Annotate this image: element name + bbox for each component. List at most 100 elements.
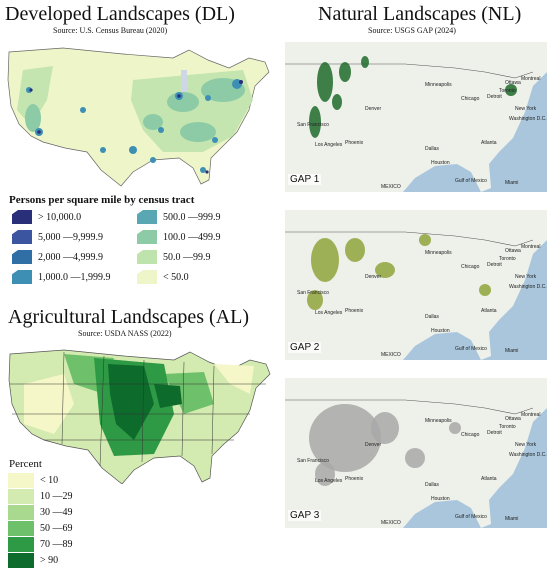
al-legend-label: > 90 [40, 554, 59, 566]
dl-swatch [137, 270, 157, 284]
nl-city-label: MEXICO [381, 352, 401, 358]
nl-city-label: Miami [505, 348, 519, 354]
al-legend-label: 10 —29 [40, 490, 73, 502]
al-legend-item: 50 —69 [8, 520, 73, 536]
nl-map-panel: Ottawa Montreal Minneapolis Chicago Detroit T… [285, 42, 547, 192]
nl-city-label: Ottawa [505, 80, 521, 86]
dl-swatch [12, 230, 32, 244]
nl-city-label: Montreal [521, 76, 541, 82]
dl-lake-michigan [181, 70, 187, 92]
nl-city-label: Atlanta [481, 476, 497, 482]
nl-protected-area [371, 412, 399, 444]
nl-map-svg [285, 42, 547, 192]
nl-city-label: Minneapolis [425, 82, 452, 88]
dl-legend-label: 500.0 —999.9 [163, 211, 221, 223]
al-swatch [8, 488, 34, 504]
nl-city-label: Phoenix [345, 476, 364, 482]
dl-legend-item: 2,000 —4,999.9 [12, 250, 127, 264]
nl-gap-label: GAP 3 [288, 510, 322, 521]
nl-city-label: New York [515, 106, 537, 112]
al-swatch [8, 536, 34, 552]
al-swatch [8, 520, 34, 536]
nl-city-label: Detroit [487, 430, 502, 436]
nl-city-label: Phoenix [345, 140, 364, 146]
al-title: Agricultural Landscapes (AL) [8, 306, 250, 328]
al-swatch [8, 504, 34, 520]
al-legend-title: Percent [9, 458, 42, 470]
nl-city-label: Atlanta [481, 140, 497, 146]
nl-protected-area [505, 84, 517, 96]
nl-city-label: Gulf of Mexico [455, 178, 487, 184]
nl-city-label: Montreal [521, 412, 541, 418]
dl-legend: > 10,000.0 500.0 —999.9 5,000 —9,999.9 1… [12, 210, 272, 284]
al-low-areas [24, 364, 254, 434]
nl-city-label: Montreal [521, 244, 541, 250]
dl-legend-item: 500.0 —999.9 [137, 210, 267, 224]
dl-legend-item: 100.0 —499.9 [137, 230, 267, 244]
nl-city-label: Detroit [487, 262, 502, 268]
nl-city-label: Minneapolis [425, 250, 452, 256]
nl-city-label: Gulf of Mexico [455, 346, 487, 352]
nl-city-label: Houston [431, 160, 450, 166]
nl-city-label: Washington D.C. [509, 116, 547, 122]
dl-legend-label: 50.0 —99.9 [163, 251, 211, 263]
dl-legend-item: < 50.0 [137, 270, 267, 284]
nl-city-label: San Francisco [297, 122, 329, 128]
nl-city-label: Miami [505, 516, 519, 522]
nl-city-label: Ottawa [505, 248, 521, 254]
dl-swatch [137, 210, 157, 224]
dl-legend-label: 5,000 —9,999.9 [38, 231, 103, 243]
dl-legend-item: 1,000.0 —1,999.9 [12, 270, 127, 284]
nl-gap-label: GAP 2 [288, 342, 322, 353]
dl-title: Developed Landscapes (DL) [5, 3, 235, 25]
al-legend-label: 50 —69 [40, 522, 73, 534]
nl-protected-area [449, 422, 461, 434]
al-map-svg [8, 349, 271, 484]
al-map [4, 344, 274, 484]
nl-protected-area [361, 56, 369, 68]
nl-protected-area [309, 106, 321, 138]
nl-border-line [285, 63, 534, 79]
nl-protected-area [419, 234, 431, 246]
nl-protected-area [479, 284, 491, 296]
dl-legend-item: 5,000 —9,999.9 [12, 230, 127, 244]
al-legend: < 10 10 —29 30 —49 50 —69 70 —89 > 90 [8, 472, 73, 568]
nl-border-line [285, 231, 534, 247]
dl-swatch [12, 250, 32, 264]
nl-protected-area [317, 62, 333, 102]
nl-city-label: Los Angeles [315, 142, 343, 148]
nl-city-label: Denver [365, 442, 382, 448]
al-swatch [8, 472, 34, 488]
dl-swatch [12, 210, 32, 224]
al-legend-label: < 10 [40, 474, 59, 486]
nl-city-label: Chicago [461, 96, 480, 102]
al-legend-item: 70 —89 [8, 536, 73, 552]
dl-swatch [137, 250, 157, 264]
nl-city-label: Minneapolis [425, 418, 452, 424]
nl-city-label: Dallas [425, 146, 439, 152]
dl-legend-label: 1,000.0 —1,999.9 [38, 271, 111, 283]
nl-city-label: Washington D.C. [509, 452, 547, 458]
dl-legend-item: 50.0 —99.9 [137, 250, 267, 264]
al-legend-item: > 90 [8, 552, 73, 568]
nl-protected-area [315, 462, 335, 486]
dl-legend-item: > 10,000.0 [12, 210, 127, 224]
nl-map-svg [285, 210, 547, 360]
dl-legend-label: > 10,000.0 [38, 211, 82, 223]
al-legend-item: < 10 [8, 472, 73, 488]
nl-source: Source: USGS GAP (2024) [368, 26, 456, 35]
nl-city-label: Denver [365, 274, 382, 280]
nl-city-label: Denver [365, 106, 382, 112]
dl-legend-label: < 50.0 [163, 271, 189, 283]
dl-map [3, 40, 273, 188]
al-legend-item: 30 —49 [8, 504, 73, 520]
nl-city-label: New York [515, 274, 537, 280]
al-swatch [8, 552, 34, 568]
dl-legend-label: 2,000 —4,999.9 [38, 251, 103, 263]
nl-city-label: Gulf of Mexico [455, 514, 487, 520]
nl-city-label: Los Angeles [315, 478, 343, 484]
nl-city-label: Chicago [461, 264, 480, 270]
nl-map-panel: Ottawa Montreal Minneapolis Chicago Detroit T… [285, 210, 547, 360]
nl-city-label: Houston [431, 496, 450, 502]
al-state-lines [10, 351, 266, 467]
